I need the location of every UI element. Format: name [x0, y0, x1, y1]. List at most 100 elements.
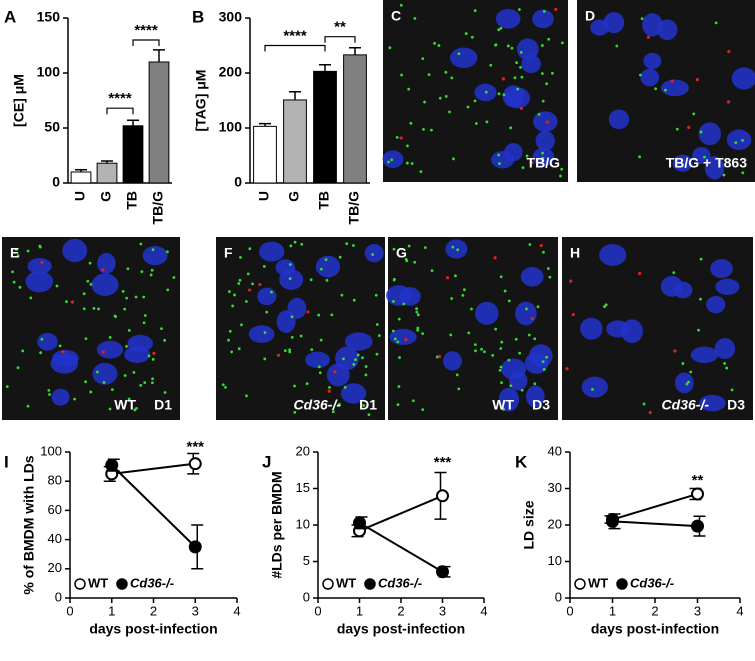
lipid-droplet [546, 267, 550, 270]
lipid-droplet [415, 310, 419, 314]
lipid-droplet [497, 153, 501, 157]
y-axis-label: LD size [521, 500, 537, 549]
x-tick-label: TB [316, 191, 332, 210]
lipid-droplet [433, 41, 436, 45]
lipid-droplet [345, 242, 349, 246]
lipid-droplet [319, 338, 323, 342]
nucleus [698, 394, 726, 412]
lipid-droplet [559, 174, 562, 178]
lipid-droplet [507, 358, 511, 362]
lipid-droplet [151, 248, 155, 252]
nucleus [603, 12, 625, 34]
lipid-droplet [84, 337, 88, 341]
lipid-droplet [409, 121, 413, 125]
lipid-droplet [397, 385, 401, 388]
lipid-droplet [330, 313, 334, 317]
lipid-droplet [58, 344, 62, 348]
point [691, 519, 704, 533]
lipid-droplet-red [399, 136, 403, 140]
lipid-droplet [151, 377, 154, 381]
x-tick-label: 4 [480, 603, 487, 618]
nucleus [532, 9, 554, 29]
lipid-droplet [375, 323, 379, 326]
lipid-droplet [498, 162, 501, 166]
error-bar [101, 160, 113, 164]
lipid-droplet [352, 298, 356, 302]
significance-label: ** [692, 472, 704, 489]
lipid-droplet [541, 360, 545, 363]
lipid-droplet [237, 282, 241, 285]
lipid-droplet [499, 365, 503, 369]
lipid-droplet [362, 404, 366, 407]
legend-marker [616, 578, 628, 590]
lipid-droplet-red [276, 353, 281, 357]
lipid-droplet-red [554, 7, 558, 11]
lipid-droplet [265, 310, 269, 314]
nucleus [581, 376, 608, 398]
lipid-droplet [375, 352, 379, 356]
nucleus [495, 8, 521, 29]
series-line [612, 520, 698, 528]
lipid-droplet [38, 244, 42, 248]
lipid-droplet [498, 368, 502, 372]
lipid-droplet [393, 277, 396, 281]
lipid-droplet [149, 273, 153, 277]
lipid-droplet [127, 328, 131, 332]
image-label: D [585, 8, 595, 24]
lipid-droplet [541, 159, 545, 163]
lipid-droplet [395, 135, 399, 139]
lipid-droplet-red [530, 160, 534, 165]
nucleus [606, 320, 630, 338]
nucleus [27, 257, 52, 275]
lipid-droplet [142, 321, 146, 325]
x-tick-label: 4 [736, 603, 743, 618]
lipid-droplet [518, 351, 522, 355]
y-tick-label: 0 [55, 589, 62, 604]
lipid-droplet-red [404, 338, 408, 342]
lipid-droplet [96, 370, 99, 374]
lipid-droplet [151, 357, 155, 361]
series-line [612, 493, 698, 521]
lipid-droplet [237, 347, 241, 351]
lipid-droplet [672, 271, 676, 275]
lipid-droplet [328, 386, 331, 389]
y-tick-label: 5 [303, 553, 310, 568]
error-bar [319, 64, 331, 72]
significance-label: **** [283, 27, 307, 44]
lipid-droplet [134, 295, 138, 299]
lipid-droplet [503, 289, 507, 293]
x-axis-label: days post-infection [591, 621, 719, 637]
nucleus [248, 325, 275, 343]
lipid-droplet-red [519, 106, 523, 110]
lipid-droplet [681, 362, 685, 365]
lipid-droplet [39, 351, 43, 355]
nucleus [533, 111, 558, 132]
lipid-droplet [689, 370, 693, 374]
lipid-droplet [638, 155, 641, 159]
lipid-droplet [451, 245, 455, 249]
significance-label: **** [108, 90, 132, 107]
lipid-droplet [734, 141, 738, 145]
nucleus [660, 79, 689, 97]
legend-label: Cd36-/- [630, 575, 674, 590]
lipid-droplet [518, 8, 521, 11]
lipid-droplet [231, 304, 235, 308]
point [188, 540, 202, 554]
point [188, 457, 202, 471]
lipid-droplet [16, 366, 20, 370]
lipid-droplet [108, 407, 112, 411]
lipid-droplet-red [306, 310, 310, 314]
series-line [359, 494, 443, 532]
lipid-droplet [514, 337, 518, 341]
nucleus [643, 52, 662, 69]
significance-label: *** [434, 454, 452, 471]
image-label: E [10, 245, 19, 261]
lipid-droplet [290, 315, 294, 319]
lipid-droplet [331, 410, 335, 414]
x-tick-label: 1 [108, 603, 115, 618]
lipid-droplet [473, 9, 477, 13]
image-caption: D3 [532, 397, 550, 413]
lipid-droplet [387, 160, 390, 164]
lipid-droplet [457, 52, 461, 56]
lipid-droplet [507, 299, 511, 303]
